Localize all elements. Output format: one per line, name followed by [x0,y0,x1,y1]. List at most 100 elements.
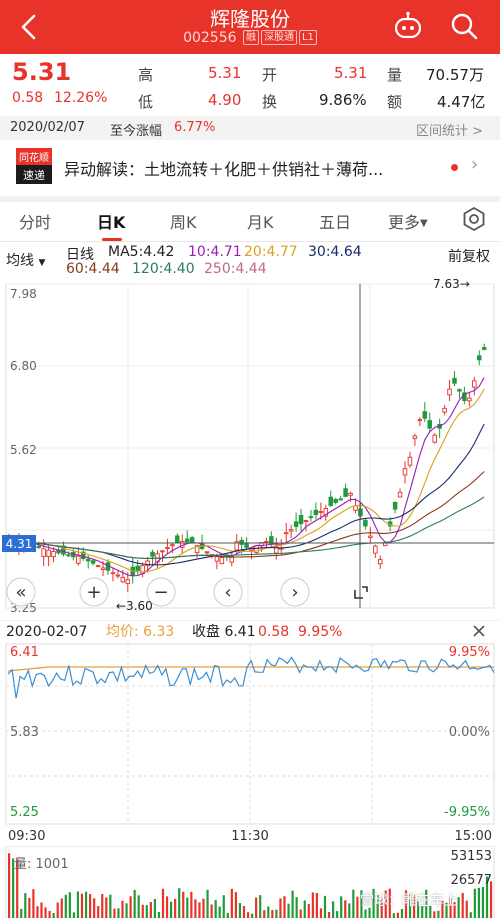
svg-text:速递: 速递 [23,168,45,182]
volume-bar [263,910,266,918]
volume-bar [214,899,217,918]
fullscreen-icon-corner [354,590,363,599]
fullscreen-icon[interactable] [354,586,368,599]
average-price-line [7,666,494,672]
close-icon[interactable] [473,625,485,637]
tab-weekly-k[interactable]: 周K [170,213,197,232]
tab-more[interactable]: 更多▼ [388,209,428,233]
range-stats-link[interactable]: 区间统计 > [416,124,484,139]
candle-body [457,389,462,392]
volume-bar [315,893,318,918]
tab-intraday[interactable]: 分时 [19,213,52,232]
candle-body [397,491,403,498]
candle-body [378,559,383,565]
volume-bar [218,906,221,918]
candle-body [76,555,81,564]
ma-value: 60:4.44 [66,261,120,277]
price-axis-label: 6.41 [10,645,39,660]
news-banner[interactable]: 同花顺 速递 异动解读：土地流转＋化肥＋供销社＋薄荷... › [0,140,500,196]
quote-panel: 5.31 0.58 12.26% 高 5.31 开 5.31 量 70.57万 … [0,54,500,116]
ma-selector-label: 均线 [6,253,34,269]
volume-bar [376,894,379,918]
candle-body [412,435,418,440]
volume-bar [388,888,391,918]
candle-body [234,541,239,551]
tab-monthly-k[interactable]: 月K [247,213,274,232]
volume-bar [429,905,432,918]
volume-bar [384,890,387,918]
next-button[interactable]: › [280,577,310,607]
back-arrow-icon[interactable] [14,12,44,42]
candle-body [239,539,244,545]
volume-bar [178,888,181,918]
candle-body [467,397,472,402]
volume-bar [52,912,55,918]
min-price-label: ←3.60 [116,599,153,613]
candle-body [472,380,477,388]
price-axis-label: 5.25 [10,805,39,820]
ma-selector[interactable]: 均线 ▼ [6,250,45,270]
volume-bar [283,896,286,918]
zoom-out-button[interactable]: − [146,577,176,607]
intraday-chart[interactable]: 2020-02-07 均价: 6.33 收盘 6.41 0.58 9.95% 6.41 5.… [0,620,500,850]
volume-bar [380,898,383,918]
candle-body [402,468,408,476]
volume-bar [356,896,359,918]
volume-bar [396,912,399,918]
volume-bar [117,908,120,918]
prev-button[interactable]: ‹ [213,577,243,607]
daily-candlestick-chart[interactable]: 7.986.805.623.254.317.63→←3.60« + − ‹ › [0,278,500,614]
volume-bar [332,901,335,918]
current-price-tag [2,535,36,552]
scroll-left-button[interactable]: « [6,577,36,607]
candle-body [442,407,447,413]
price-change: 0.58 [12,90,44,106]
zoom-out-button-bg [146,577,176,607]
volume-bar [113,908,116,918]
volume-bar [105,897,108,918]
candle-body [328,496,334,506]
price-axis-label: 6.80 [10,359,37,373]
volume-bar [48,910,51,918]
low-value: 4.90 [208,91,242,109]
zoom-in-button[interactable]: + [79,577,109,607]
chart-settings-icon[interactable] [461,206,487,232]
moving-average-line [8,496,485,559]
tab-daily-k[interactable]: 日K [97,213,126,232]
volume-bar [186,897,189,918]
scroll-left-button-glyph: « [15,582,26,603]
volume-bar [303,900,306,918]
volume-bar [465,900,468,918]
candle-body [135,565,140,571]
candle-body [308,516,314,519]
volume-bar [352,889,355,918]
volume-bar [89,894,92,918]
search-icon[interactable] [448,10,480,42]
volume-bar [234,892,237,918]
candle-body [269,536,274,544]
candle-body [219,557,225,565]
volume-bar [109,894,112,918]
candle-body [392,501,398,510]
volume-bar [279,898,282,918]
volume-bar [433,911,436,918]
volume-bar [161,888,165,918]
turnover-value: 9.86% [319,91,367,109]
since-label: 至今涨幅 [110,124,163,139]
next-button-bg [280,577,310,607]
volume-bar [469,912,472,918]
ma-value: 20:4.77 [244,244,298,260]
candle-body [447,388,452,396]
xueqiu-watermark: 雪球：雕在车上 [360,893,458,909]
candle-body [323,508,329,517]
volume-bar [421,905,424,918]
intraday-date: 2020-02-07 [6,624,87,640]
volume-bar [170,901,173,918]
robot-assistant-icon[interactable] [392,10,424,42]
volume-axis-label: 26577 [451,873,492,888]
adjust-mode-button[interactable]: 前复权 [448,249,490,265]
volume-bar [97,906,100,918]
candle-body [160,550,165,553]
tab-five-day[interactable]: 五日 [319,213,352,232]
tonghuashun-news-logo: 同花顺 速递 [16,148,52,184]
